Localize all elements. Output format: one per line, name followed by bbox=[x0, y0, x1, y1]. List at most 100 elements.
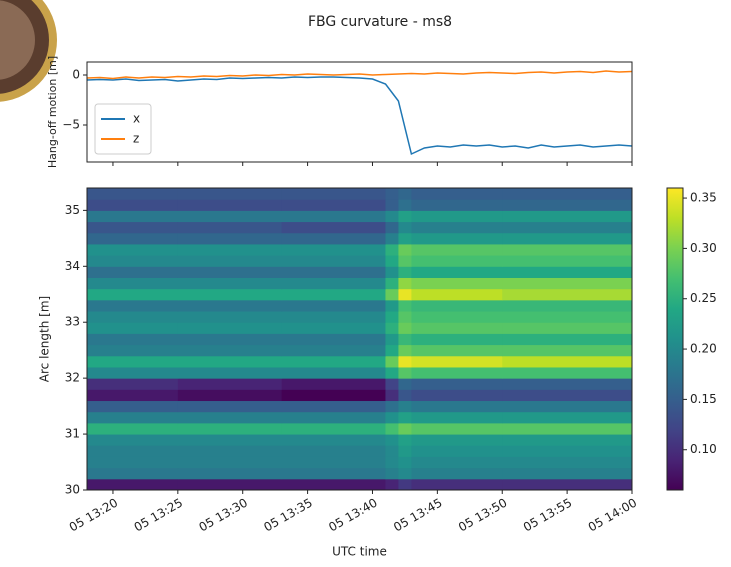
heat-cell bbox=[502, 389, 633, 402]
heat-cell bbox=[411, 311, 503, 323]
heat-cell bbox=[281, 467, 386, 480]
heat-cell bbox=[177, 400, 283, 413]
heat-cell bbox=[398, 411, 412, 424]
heat-cell bbox=[398, 344, 412, 357]
heat-cell bbox=[398, 288, 412, 301]
heat-cell bbox=[87, 366, 179, 379]
heat-cell bbox=[177, 445, 283, 457]
heat-cell bbox=[411, 288, 503, 301]
y-tick-label: −5 bbox=[62, 118, 80, 132]
heat-cell bbox=[385, 232, 399, 245]
heat-cell bbox=[87, 277, 179, 290]
heat-cell bbox=[398, 366, 412, 379]
heat-cell bbox=[502, 400, 633, 413]
colorbar-tick-label: 0.20 bbox=[690, 342, 717, 356]
axes-frame bbox=[86, 61, 633, 163]
heat-cell bbox=[502, 266, 633, 278]
heat-cell bbox=[398, 311, 412, 323]
heat-cell bbox=[177, 232, 283, 245]
heat-cell bbox=[411, 389, 503, 402]
heat-cell bbox=[87, 243, 179, 256]
heat-cell bbox=[398, 456, 412, 469]
heat-cell bbox=[385, 266, 399, 278]
heat-cell bbox=[385, 400, 399, 413]
heat-cell bbox=[177, 344, 283, 357]
heat-cell bbox=[502, 445, 633, 457]
x-axis-label: UTC time bbox=[332, 545, 387, 559]
heat-cell bbox=[87, 445, 179, 457]
heat-cell bbox=[87, 311, 179, 323]
heat-cell bbox=[502, 422, 633, 435]
y-axis-label: Arc length [m] bbox=[38, 296, 52, 382]
heat-cell bbox=[177, 311, 283, 323]
heat-cell bbox=[385, 255, 399, 267]
heat-cell bbox=[87, 232, 179, 245]
heat-cell bbox=[502, 344, 633, 357]
heat-cell bbox=[177, 199, 283, 211]
heat-cell bbox=[398, 232, 412, 245]
heat-cell bbox=[411, 221, 503, 234]
colorbar-tick-label: 0.15 bbox=[690, 392, 717, 406]
heat-cell bbox=[502, 199, 633, 211]
heat-cell bbox=[281, 344, 386, 357]
y-axis-label: Hang-off motion [m] bbox=[46, 56, 59, 168]
heat-cell bbox=[281, 266, 386, 278]
heat-cell bbox=[502, 243, 633, 256]
heat-cell bbox=[411, 411, 503, 424]
heat-cell bbox=[411, 445, 503, 457]
heat-cell bbox=[411, 333, 503, 346]
x-tick-label: 05 13:55 bbox=[521, 496, 574, 535]
heat-cell bbox=[177, 422, 283, 435]
heat-cell bbox=[398, 467, 412, 480]
y-tick-label: 32 bbox=[65, 371, 80, 385]
heat-cell bbox=[411, 434, 503, 446]
heat-cell bbox=[411, 243, 503, 256]
x-tick-label: 05 13:45 bbox=[391, 496, 444, 535]
heat-cell bbox=[411, 355, 503, 368]
corner-photo bbox=[0, 0, 57, 102]
heat-cell bbox=[398, 389, 412, 402]
heat-cell bbox=[87, 344, 179, 357]
heat-cell bbox=[87, 478, 179, 491]
heat-cell bbox=[398, 243, 412, 256]
line-series bbox=[86, 70, 633, 80]
y-tick-label: 0 bbox=[72, 68, 80, 82]
heat-cell bbox=[177, 333, 283, 346]
heat-cell bbox=[87, 389, 179, 402]
x-tick-label: 05 13:35 bbox=[261, 496, 314, 535]
heat-cell bbox=[177, 366, 283, 379]
y-tick-label: 31 bbox=[65, 427, 80, 441]
heat-cell bbox=[281, 478, 386, 491]
x-tick-label: 05 13:40 bbox=[326, 496, 379, 535]
heat-cell bbox=[281, 221, 386, 234]
heat-cell bbox=[281, 389, 386, 402]
heat-cell bbox=[398, 221, 412, 234]
heat-cell bbox=[177, 188, 283, 200]
heat-cell bbox=[385, 299, 399, 312]
heat-cell bbox=[385, 199, 399, 211]
x-tick-label: 05 13:20 bbox=[67, 496, 120, 535]
heat-cell bbox=[281, 422, 386, 435]
chart-title: FBG curvature - ms8 bbox=[308, 14, 452, 30]
heat-cell bbox=[411, 400, 503, 413]
heat-cell bbox=[398, 400, 412, 413]
heat-cell bbox=[177, 389, 283, 402]
heat-cell bbox=[177, 456, 283, 469]
heat-cell bbox=[281, 288, 386, 301]
line-series bbox=[86, 76, 633, 156]
heat-cell bbox=[398, 355, 412, 368]
heat-cell bbox=[281, 366, 386, 379]
heat-cell bbox=[281, 355, 386, 368]
heat-cell bbox=[398, 266, 412, 278]
heat-cell bbox=[281, 333, 386, 346]
heat-cell bbox=[502, 255, 633, 267]
colorbar-tick-label: 0.30 bbox=[690, 241, 717, 255]
heat-cell bbox=[177, 411, 283, 424]
heat-cell bbox=[411, 456, 503, 469]
heat-cell bbox=[502, 434, 633, 446]
heat-cell bbox=[502, 355, 633, 368]
heat-cell bbox=[281, 277, 386, 290]
heat-cell bbox=[385, 210, 399, 223]
heat-cell bbox=[385, 456, 399, 469]
